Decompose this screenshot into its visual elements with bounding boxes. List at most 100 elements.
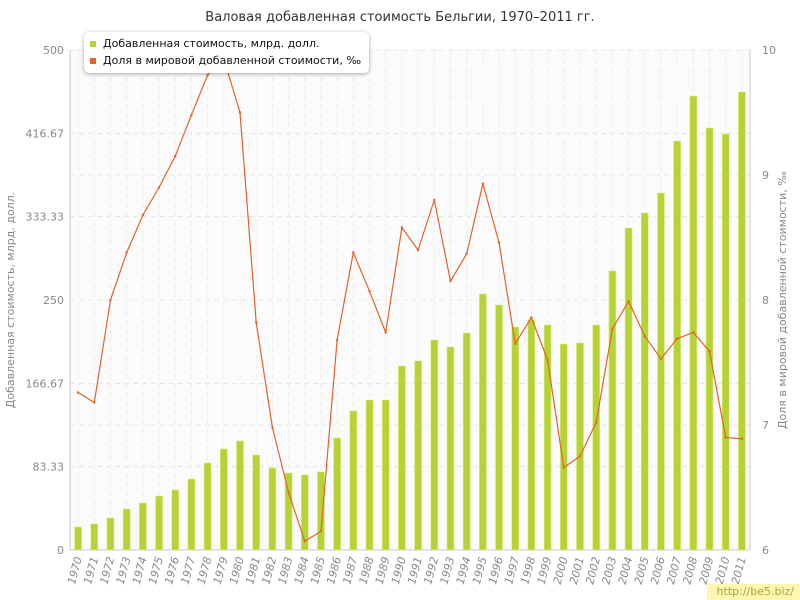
line-point-1975[interactable] <box>157 186 161 189</box>
bar-2008[interactable] <box>689 95 698 551</box>
y-tick-label: 500 <box>43 44 64 57</box>
bar-2009[interactable] <box>705 127 714 551</box>
line-point-2008[interactable] <box>692 331 695 334</box>
line-point-1989[interactable] <box>384 331 387 334</box>
line-point-1992[interactable] <box>433 198 436 202</box>
bar-series <box>74 91 746 551</box>
line-point-2011[interactable] <box>740 437 744 440</box>
bar-1995[interactable] <box>479 293 487 551</box>
bar-1999[interactable] <box>543 324 552 551</box>
bar-1987[interactable] <box>349 410 358 551</box>
line-point-1988[interactable] <box>368 290 371 293</box>
line-point-1996[interactable] <box>497 241 501 244</box>
line-point-1985[interactable] <box>319 530 323 533</box>
line-point-1991[interactable] <box>416 248 420 252</box>
line-point-1973[interactable] <box>125 251 128 254</box>
bar-1994[interactable] <box>462 332 471 551</box>
line-point-1974[interactable] <box>141 213 145 217</box>
bar-1993[interactable] <box>446 346 455 551</box>
world-share-line[interactable] <box>77 58 742 542</box>
line-point-1995[interactable] <box>481 182 485 185</box>
line-point-2005[interactable] <box>643 335 646 338</box>
line-point-1993[interactable] <box>449 280 452 283</box>
line-point-2003[interactable] <box>611 327 614 330</box>
bar-1978[interactable] <box>203 462 212 551</box>
bar-1988[interactable] <box>365 399 374 551</box>
bar-1979[interactable] <box>220 448 228 551</box>
bar-1982[interactable] <box>268 467 277 551</box>
line-point-1987[interactable] <box>352 251 355 254</box>
bar-2001[interactable] <box>576 342 584 551</box>
line-point-1971[interactable] <box>93 401 96 404</box>
line-point-2009[interactable] <box>708 350 711 353</box>
line-point-1994[interactable] <box>465 252 468 255</box>
bar-2004[interactable] <box>624 227 633 551</box>
bar-1973[interactable] <box>122 508 131 551</box>
bar-1991[interactable] <box>414 360 422 551</box>
y-tick-label: 250 <box>43 294 64 307</box>
legend-item-value-added[interactable]: Добавленная стоимость, млрд. долл. <box>90 35 361 52</box>
line-point-1977[interactable] <box>190 113 193 117</box>
line-point-2000[interactable] <box>562 466 566 469</box>
bar-1998[interactable] <box>527 319 536 551</box>
axes <box>69 50 751 551</box>
y2-axis-title: Доля в мировой добавленной стоимости, ‰ <box>776 171 789 429</box>
line-point-1983[interactable] <box>287 491 290 494</box>
line-point-1997[interactable] <box>514 342 517 345</box>
bar-2003[interactable] <box>608 270 617 551</box>
legend-label-world-share: Доля в мировой добавленной стоимости, ‰ <box>103 54 362 67</box>
bar-1985[interactable] <box>317 471 325 551</box>
bar-2007[interactable] <box>673 140 681 551</box>
line-point-1990[interactable] <box>400 226 404 229</box>
line-point-1972[interactable] <box>109 298 112 302</box>
bar-2005[interactable] <box>640 212 649 551</box>
bar-1976[interactable] <box>171 489 180 551</box>
bar-1997[interactable] <box>511 326 520 551</box>
bar-1980[interactable] <box>236 440 244 551</box>
bar-1990[interactable] <box>398 365 406 551</box>
bar-1977[interactable] <box>187 478 196 551</box>
line-point-1980[interactable] <box>238 111 242 114</box>
bar-1996[interactable] <box>495 304 503 551</box>
line-point-2001[interactable] <box>578 455 582 458</box>
bar-2006[interactable] <box>657 192 665 551</box>
line-point-1984[interactable] <box>303 540 306 543</box>
bar-2002[interactable] <box>592 324 600 551</box>
bar-1975[interactable] <box>155 495 163 551</box>
line-point-2006[interactable] <box>659 357 663 360</box>
bar-2010[interactable] <box>721 133 730 551</box>
bar-1983[interactable] <box>284 472 293 551</box>
line-point-2002[interactable] <box>594 421 598 424</box>
line-point-1978[interactable] <box>206 73 209 77</box>
plot-area <box>70 50 750 550</box>
line-point-2004[interactable] <box>627 300 630 303</box>
bar-1981[interactable] <box>252 454 260 551</box>
line-point-1986[interactable] <box>335 338 339 342</box>
bar-1986[interactable] <box>333 437 341 551</box>
bar-1989[interactable] <box>381 399 390 551</box>
line-point-2010[interactable] <box>724 436 727 439</box>
bar-1992[interactable] <box>430 339 439 551</box>
legend[interactable]: Добавленная стоимость, млрд. долл. Доля … <box>84 32 370 73</box>
y-tick-label: 333.33 <box>26 211 65 224</box>
bar-1984[interactable] <box>300 474 309 551</box>
line-point-1982[interactable] <box>271 426 274 429</box>
bar-1970[interactable] <box>74 526 82 551</box>
bar-1974[interactable] <box>139 502 147 551</box>
bar-2011[interactable] <box>738 91 746 551</box>
line-point-1976[interactable] <box>174 155 177 158</box>
line-point-2007[interactable] <box>675 337 679 340</box>
line-point-1981[interactable] <box>254 321 258 324</box>
legend-item-world-share[interactable]: Доля в мировой добавленной стоимости, ‰ <box>90 52 361 69</box>
y2-tick-label: 7 <box>762 419 769 432</box>
watermark-link[interactable]: http://be5.biz/ <box>706 584 800 600</box>
bar-2000[interactable] <box>560 343 568 551</box>
bar-1971[interactable] <box>90 523 99 551</box>
legend-label-value-added: Добавленная стоимость, млрд. долл. <box>103 37 320 50</box>
line-point-1999[interactable] <box>546 358 549 362</box>
line-point-1970[interactable] <box>76 391 80 394</box>
bar-1972[interactable] <box>106 517 115 551</box>
line-point-1998[interactable] <box>530 316 533 319</box>
y-axis-title: Добавленная стоимость, млрд. долл. <box>4 192 17 408</box>
